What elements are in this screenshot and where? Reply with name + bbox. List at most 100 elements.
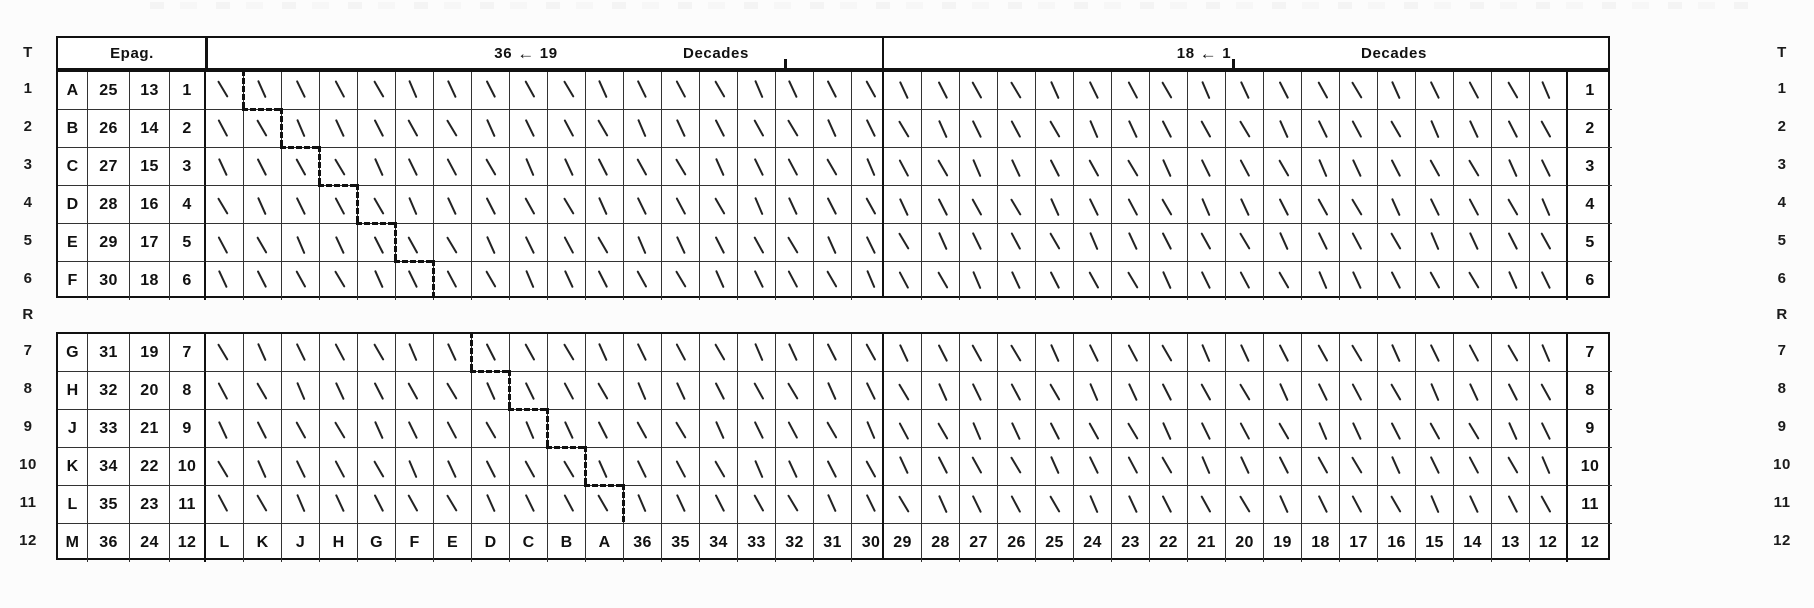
epag-cell-r1-c3: 13 — [130, 72, 170, 110]
epag-value: L — [67, 495, 78, 513]
right-tally-cell-r8-c9 — [1188, 372, 1226, 410]
tally-mark-icon — [1468, 494, 1479, 513]
tally-mark-icon — [1468, 343, 1479, 362]
tally-mark-icon — [826, 196, 837, 215]
tally-mark-icon — [826, 118, 837, 137]
epag-cell-r1-c2: 25 — [88, 72, 130, 110]
tally-mark-icon — [523, 342, 536, 361]
right-tally-cell-r3-c1 — [884, 148, 922, 186]
left-tally-cell-r6-c11 — [586, 262, 624, 300]
tally-mark-icon — [1127, 197, 1138, 216]
tally-mark-icon — [407, 459, 418, 478]
tally-mark-icon — [1238, 382, 1251, 401]
tally-mark-icon — [1507, 119, 1518, 138]
tally-mark-icon — [714, 269, 725, 289]
right-tally-cell-r6-c16 — [1454, 262, 1492, 300]
left-tally-cell-r4-c13 — [662, 186, 700, 224]
tally-mark-icon — [216, 342, 229, 361]
right-tally-cell-r1-c18 — [1530, 72, 1568, 110]
right-tally-cell-r5-c14 — [1378, 224, 1416, 262]
left-tally-cell-r9-c11 — [586, 410, 624, 448]
epag-value: J — [67, 419, 78, 437]
tally-mark-icon — [524, 420, 535, 439]
right-footer-cell-2: 28 — [922, 524, 960, 562]
right-decades-tick-icon — [1232, 59, 1235, 72]
left-tally-cell-r2-c7 — [434, 110, 472, 148]
left-tally-cell-r9-c18 — [852, 410, 890, 448]
left-tally-cell-r10-c1 — [206, 448, 244, 486]
right-tally-cell-r10-c9 — [1188, 448, 1226, 486]
tally-mark-icon — [826, 342, 837, 361]
right-tally-cell-r5-c18 — [1530, 224, 1568, 262]
tally-mark-icon — [1350, 455, 1363, 474]
tally-mark-icon — [1317, 231, 1328, 250]
right-tally-cell-r4-c4 — [998, 186, 1036, 224]
right-tally-cell-r7-c2 — [922, 334, 960, 372]
left-tally-cell-r8-c10 — [548, 372, 586, 410]
left-tally-cell-r10-c17 — [814, 448, 852, 486]
tally-mark-icon — [898, 80, 909, 99]
right-lower-grid: 7 8 9 10 11 29 28 27 26 25 24 23 22 21 20 19 18 17 16 15 14 1… — [882, 332, 1612, 562]
right-tally-cell-r4-c18 — [1530, 186, 1568, 224]
tally-mark-icon — [562, 79, 575, 98]
right-tally-cell-r6-c15 — [1416, 262, 1454, 300]
tally-mark-icon — [372, 459, 385, 478]
left-tally-cell-r7-c2 — [244, 334, 282, 372]
row-label-6-right: 6 — [1777, 270, 1787, 287]
tally-mark-icon — [865, 493, 877, 512]
right-tally-cell-r3-c2 — [922, 148, 960, 186]
tally-mark-icon — [1351, 382, 1362, 401]
tally-mark-icon — [1429, 382, 1440, 401]
tally-mark-icon — [825, 157, 838, 176]
left-tally-cell-r5-c12 — [624, 224, 662, 262]
left-tally-cell-r5-c18 — [852, 224, 890, 262]
right-tally-cell-r5-c3 — [960, 224, 998, 262]
tally-mark-icon — [255, 381, 268, 400]
left-tally-cell-r4-c3 — [282, 186, 320, 224]
epag-cell-r4-c3: 16 — [130, 186, 170, 224]
tally-mark-icon — [1429, 494, 1440, 513]
epag-cell-r10-c2: 34 — [88, 448, 130, 486]
tally-mark-icon — [865, 118, 877, 137]
right-tally-cell-r9-c3 — [960, 410, 998, 448]
left-tally-cell-r1-c8 — [472, 72, 510, 110]
epag-cell-r12-c1: M — [58, 524, 88, 562]
right-tally-cell-r11-c5 — [1036, 486, 1074, 524]
tally-mark-icon — [597, 342, 608, 361]
epag-value: C — [66, 157, 79, 175]
tally-mark-icon — [216, 79, 229, 98]
right-row-number-9: 9 — [1568, 410, 1612, 448]
tally-mark-icon — [1316, 455, 1329, 474]
left-tally-cell-r7-c12 — [624, 334, 662, 372]
right-tally-cell-r9-c12 — [1302, 410, 1340, 448]
right-footer-cell-8: 22 — [1150, 524, 1188, 562]
tally-mark-icon — [406, 118, 419, 137]
left-tally-cell-r10-c15 — [738, 448, 776, 486]
epag-cell-r2-c1: B — [58, 110, 88, 148]
tally-mark-icon — [1317, 382, 1328, 401]
tally-mark-icon — [217, 493, 228, 512]
tally-mark-icon — [1239, 197, 1250, 216]
tally-mark-icon — [1278, 80, 1289, 99]
left-tally-cell-r2-c13 — [662, 110, 700, 148]
tally-mark-icon — [1010, 421, 1021, 440]
tally-mark-icon — [897, 382, 910, 401]
tally-mark-icon — [714, 493, 725, 512]
epag-cell-r11-c4: 11 — [170, 486, 206, 524]
epag-cell-r10-c4: 10 — [170, 448, 206, 486]
right-tally-cell-r5-c6 — [1074, 224, 1112, 262]
left-tally-cell-r2-c16 — [776, 110, 814, 148]
right-tally-cell-r6-c12 — [1302, 262, 1340, 300]
left-tally-cell-r7-c16 — [776, 334, 814, 372]
tally-mark-icon — [255, 235, 268, 254]
tally-mark-icon — [971, 158, 982, 177]
tally-mark-icon — [786, 493, 799, 512]
right-tally-cell-r7-c5 — [1036, 334, 1074, 372]
left-tally-cell-r2-c5 — [358, 110, 396, 148]
tally-mark-icon — [936, 271, 949, 289]
tally-mark-icon — [334, 381, 345, 400]
right-tally-cell-r10-c5 — [1036, 448, 1074, 486]
tally-mark-icon — [334, 342, 345, 361]
left-tally-cell-r7-c3 — [282, 334, 320, 372]
tally-mark-icon — [256, 459, 267, 478]
